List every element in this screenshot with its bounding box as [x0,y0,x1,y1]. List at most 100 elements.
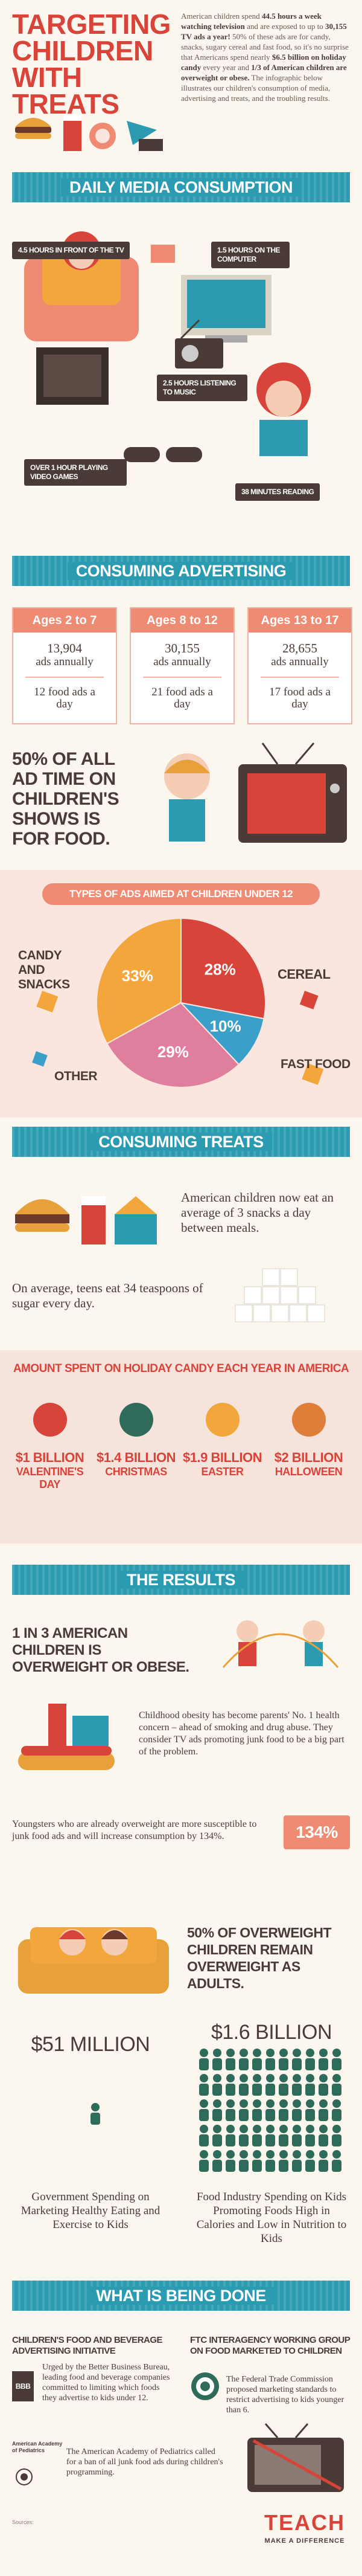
person-head [279,2125,288,2133]
holiday-day: HALLOWEEN [275,1466,343,1478]
age-annual-unit: ads annually [36,655,94,668]
header-icons [15,115,163,151]
person-body [332,2134,341,2146]
sugar-icons [235,1268,325,1322]
person-head [226,2099,235,2108]
age-annual-unit: ads annually [153,655,211,668]
bbb-logo: BBB [12,2371,34,2401]
person-head [213,2074,221,2082]
person-head [266,2150,275,2159]
spending-amount: $1.6 BILLION [211,2021,332,2044]
snack-icons [15,1196,157,1245]
pie-label: CEREAL [278,967,331,982]
holiday-amount: $1 BILLION [15,1450,84,1465]
person-body [265,2109,275,2121]
media-label: 38 MINUTES READING [235,483,320,501]
person-body [265,2160,275,2172]
banner-text: DAILY MEDIA CONSUMPTION [60,178,302,196]
pie-slice [179,1002,265,1066]
person-icon [212,2150,222,2172]
person-icon [265,2150,275,2172]
holiday-day: EASTER [201,1466,244,1478]
age-label: Ages 8 to 12 [131,608,233,633]
icon-shape [119,1403,153,1437]
person-body [239,2058,249,2070]
holiday-icon [33,1403,67,1437]
person-icon [226,2125,235,2146]
banner-text: WHAT IS BEING DONE [87,2287,275,2305]
age-annual: 28,655 [282,641,317,655]
person-body [252,2160,262,2172]
age-daily: 17 food ads a day [269,686,331,710]
holiday-amount: $1.9 BILLION [183,1450,262,1465]
intro-text: 1/3 of American children are overweight … [181,63,347,82]
person-icon [199,2099,209,2121]
person-icon [279,2125,288,2146]
holiday-amount: $1.4 BILLION [97,1450,176,1465]
person-icon [199,2074,209,2096]
person-icon [199,2125,209,2146]
intro-text: and are exposed to up to [247,22,323,31]
age-daily: 12 food ads a day [34,686,95,710]
pie-decoration [36,991,59,1013]
holiday-section [0,1350,362,1544]
person-body [226,2109,235,2121]
person-icon [226,2099,235,2121]
person-body [265,2058,275,2070]
intro-text: The infographic below illustrates our ch… [181,73,331,103]
person-head [332,2074,341,2082]
person-body [212,2058,222,2070]
age-divider [261,677,339,678]
person-icon [212,2074,222,2096]
person-icon [226,2074,235,2096]
section-banner: THE RESULTS [12,1565,350,1595]
person-icon [239,2099,249,2121]
person-body [252,2134,262,2146]
age-label: Ages 2 to 7 [13,608,116,633]
person-body [226,2084,235,2096]
person-head [253,2150,261,2159]
media-label: OVER 1 HOUR PLAYING VIDEO GAMES [24,459,127,486]
person-icon [292,2099,302,2121]
icon-shape [292,1403,326,1437]
person-body [279,2109,288,2121]
person-head [293,2074,301,2082]
person-icon [305,2125,315,2146]
person-icon [279,2049,288,2070]
person-icon [239,2049,249,2070]
person-icon [305,2074,315,2096]
action-title: FTC INTERAGENCY WORKING GROUP ON FOOD MA… [190,2335,350,2356]
title: TARGETING CHILDREN WITH TREATS [12,10,175,118]
person-head [306,2074,314,2082]
pie-slice [106,1002,240,1088]
person-body [226,2058,235,2070]
person-icon [279,2150,288,2172]
person-head [332,2049,341,2057]
person-head [253,2074,261,2082]
results-text: Childhood obesity has become parents' No… [139,1710,345,1757]
action-text: The American Academy of Pediatrics calle… [66,2447,223,2477]
holiday-item: $2 BILLION HALLOWEEN [268,1450,349,1478]
person-icon [252,2125,262,2146]
person-icon [265,2074,275,2096]
person-head [200,2049,208,2057]
person-head [240,2150,248,2159]
pie-label: OTHER [54,1069,98,1083]
action-text: The Federal Trade Commission proposed ma… [226,2375,345,2415]
person-body [292,2109,302,2121]
person-icon [252,2074,262,2096]
person-body [319,2058,328,2070]
person-body [319,2084,328,2096]
results-headline: 50% OF OVERWEIGHT CHILDREN REMAIN OVERWE… [187,1925,332,1991]
pie-slice [96,917,182,1045]
person-head [279,2074,288,2082]
person-head [293,2125,301,2133]
person-head [319,2049,328,2057]
person-head [240,2049,248,2057]
holiday-title: AMOUNT SPENT ON HOLIDAY CANDY EACH YEAR … [13,1362,349,1375]
person-head [253,2099,261,2108]
person-head [240,2074,248,2082]
person-head [253,2125,261,2133]
person-icon [226,2150,235,2172]
person-icon [305,2099,315,2121]
